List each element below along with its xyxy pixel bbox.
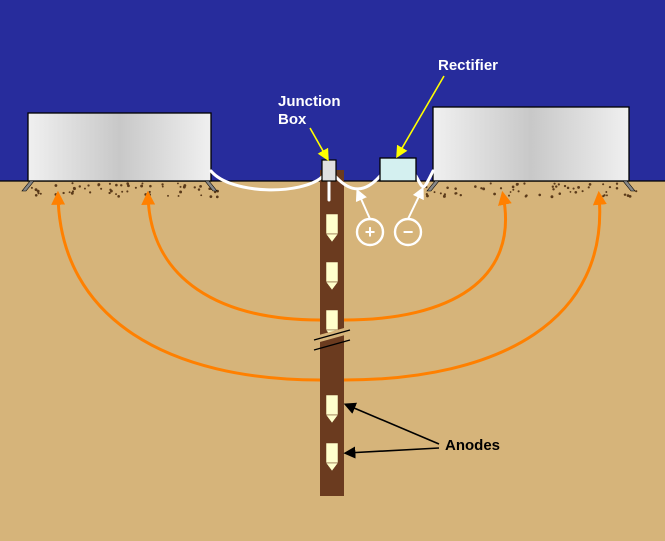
rectifier-label: Rectifier — [438, 57, 498, 74]
anodes-label: Anodes — [445, 437, 500, 454]
diagram-canvas: + − Rectifier JunctionBox Anodes — [0, 0, 665, 541]
tank-right — [427, 107, 635, 191]
tank-left — [22, 113, 217, 191]
junction-box-label: Junction — [278, 93, 341, 110]
junction-box — [322, 160, 336, 181]
junction-box-label: Box — [278, 111, 307, 128]
minus-terminal-symbol: − — [403, 222, 414, 242]
plus-terminal-symbol: + — [365, 222, 376, 242]
rectifier — [380, 158, 416, 181]
